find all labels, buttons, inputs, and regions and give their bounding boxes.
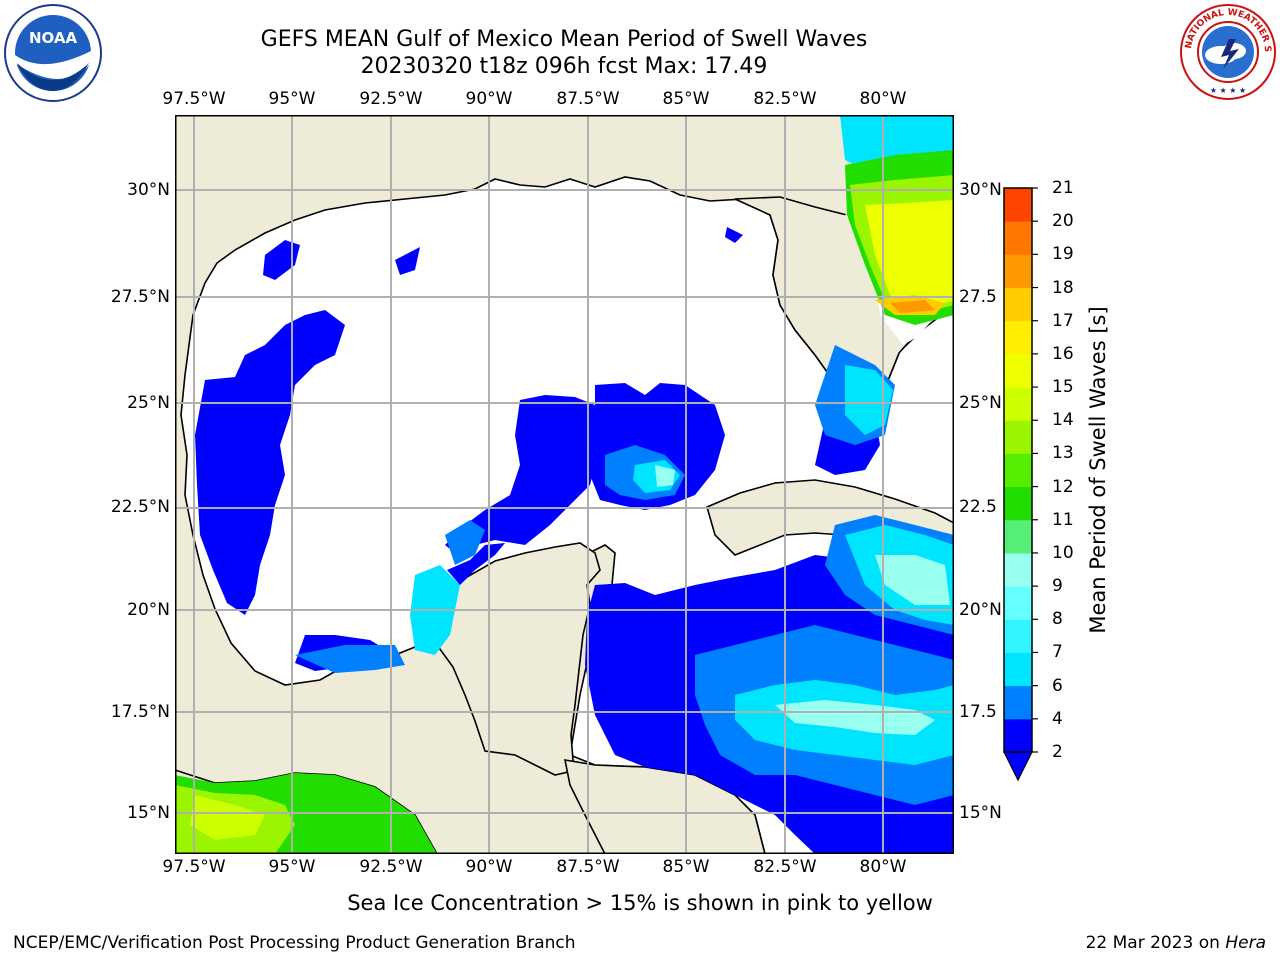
colorbar-band xyxy=(1004,188,1032,222)
colorbar-band xyxy=(1004,353,1032,388)
colorbar-tick-label: 15 xyxy=(1052,377,1074,398)
colorbar-frame xyxy=(1003,187,1033,753)
lon-label-bottom: 87.5°W xyxy=(556,857,620,877)
lat-label-right: 20°N xyxy=(959,600,1002,620)
colorbar-tick-label: 9 xyxy=(1052,576,1063,597)
map-frame xyxy=(175,115,954,854)
lon-label-top: 90°W xyxy=(465,89,513,109)
nws-logo: NATIONAL WEATHER SERVICE ★ ★ ★ ★ xyxy=(1179,3,1276,100)
lat-label-right: 15°N xyxy=(959,803,1002,823)
lon-label-bottom: 85°W xyxy=(662,857,710,877)
lat-label-left: 22.5°N xyxy=(110,497,170,517)
colorbar-band xyxy=(1004,718,1032,753)
colorbar-band xyxy=(1004,320,1032,355)
colorbar-band xyxy=(1004,586,1032,620)
colorbar-band xyxy=(1004,619,1032,653)
colorbar-tick-label: 12 xyxy=(1052,476,1074,497)
lat-label-right: 25°N xyxy=(959,393,1002,413)
colorbar xyxy=(1003,187,1038,782)
sea-ice-note: Sea Ice Concentration > 15% is shown in … xyxy=(347,891,933,915)
svg-text:★ ★ ★ ★: ★ ★ ★ ★ xyxy=(1210,86,1246,95)
colorbar-tick-label: 20 xyxy=(1052,211,1074,232)
honduras-land xyxy=(563,759,766,854)
colorbar-band xyxy=(1004,652,1032,687)
lat-label-left: 17.5°N xyxy=(110,702,170,722)
colorbar-tick-label: 11 xyxy=(1052,509,1074,530)
noaa-logo-text: NOAA xyxy=(29,29,78,47)
footer-date: 22 Mar 2023 on Hera xyxy=(1086,933,1266,953)
lon-label-top: 85°W xyxy=(662,89,710,109)
chart-title: GEFS MEAN Gulf of Mexico Mean Period of … xyxy=(260,27,868,52)
colorbar-tick-label: 18 xyxy=(1052,277,1074,298)
lat-label-right: 30°N xyxy=(959,180,1002,200)
lon-label-top: 92.5°W xyxy=(359,89,423,109)
colorbar-tick-label: 4 xyxy=(1052,708,1063,729)
lon-label-bottom: 90°W xyxy=(465,857,513,877)
colorbar-band xyxy=(1004,552,1032,587)
colorbar-tick-label: 13 xyxy=(1052,443,1074,464)
footer-credit: NCEP/EMC/Verification Post Processing Pr… xyxy=(13,933,576,953)
map-panel xyxy=(175,115,954,854)
colorbar-band xyxy=(1004,420,1032,454)
colorbar-tick-label: 21 xyxy=(1052,178,1074,198)
colorbar-tick-label: 8 xyxy=(1052,609,1063,630)
colorbar-tick-marks xyxy=(1032,187,1038,753)
lon-label-bottom: 92.5°W xyxy=(359,857,423,877)
lon-label-top: 80°W xyxy=(859,89,907,109)
colorbar-band xyxy=(1004,387,1032,421)
lat-label-right: 17.5 xyxy=(959,702,997,722)
colorbar-band xyxy=(1004,453,1032,488)
colorbar-tick-label: 2 xyxy=(1052,742,1063,762)
lat-label-left: 27.5°N xyxy=(110,287,170,307)
colorbar-tick-label: 6 xyxy=(1052,675,1063,696)
colorbar-band xyxy=(1004,486,1032,521)
colorbar-tick-label: 14 xyxy=(1052,410,1074,431)
lat-label-right: 22.5 xyxy=(959,497,997,517)
lat-label-left: 20°N xyxy=(127,600,170,620)
yucatan-land xyxy=(436,542,601,776)
swell-contour-green-yellow xyxy=(845,150,954,325)
map-gridlines xyxy=(175,115,954,854)
colorbar-tick-label: 16 xyxy=(1052,343,1074,364)
lon-label-bottom: 95°W xyxy=(268,857,316,877)
lon-label-bottom: 82.5°W xyxy=(753,857,817,877)
colorbar-tick-label: 10 xyxy=(1052,542,1074,563)
chart-subtitle: 20230320 t18z 096h fcst Max: 17.49 xyxy=(360,54,768,79)
lat-label-right: 27.5 xyxy=(959,287,997,307)
lat-label-left: 30°N xyxy=(127,180,170,200)
colorbar-band xyxy=(1004,254,1032,289)
colorbar-band xyxy=(1004,221,1032,255)
lon-label-top: 82.5°W xyxy=(753,89,817,109)
swell-contour-pacific xyxy=(175,773,437,854)
lon-label-top: 87.5°W xyxy=(556,89,620,109)
lon-label-top: 97.5°W xyxy=(162,89,226,109)
lon-label-bottom: 97.5°W xyxy=(162,857,226,877)
colorbar-tick-label: 7 xyxy=(1052,642,1063,663)
colorbar-extend-arrow xyxy=(1003,751,1033,782)
colorbar-bands xyxy=(1004,188,1032,753)
lon-label-bottom: 80°W xyxy=(859,857,907,877)
noaa-logo: NOAA xyxy=(4,4,102,102)
colorbar-tick-label: 17 xyxy=(1052,310,1074,331)
footer-date-text: 22 Mar 2023 on xyxy=(1085,933,1226,953)
colorbar-band xyxy=(1004,287,1032,322)
colorbar-label: Mean Period of Swell Waves [s] xyxy=(1086,306,1110,634)
lat-label-left: 15°N xyxy=(127,803,170,823)
lat-label-left: 25°N xyxy=(127,393,170,413)
lon-label-top: 95°W xyxy=(268,89,316,109)
footer-machine: Hera xyxy=(1225,933,1266,953)
colorbar-band xyxy=(1004,519,1032,554)
colorbar-band xyxy=(1004,685,1032,720)
swell-contour-pale xyxy=(655,465,950,735)
colorbar-tick-label: 19 xyxy=(1052,244,1074,265)
